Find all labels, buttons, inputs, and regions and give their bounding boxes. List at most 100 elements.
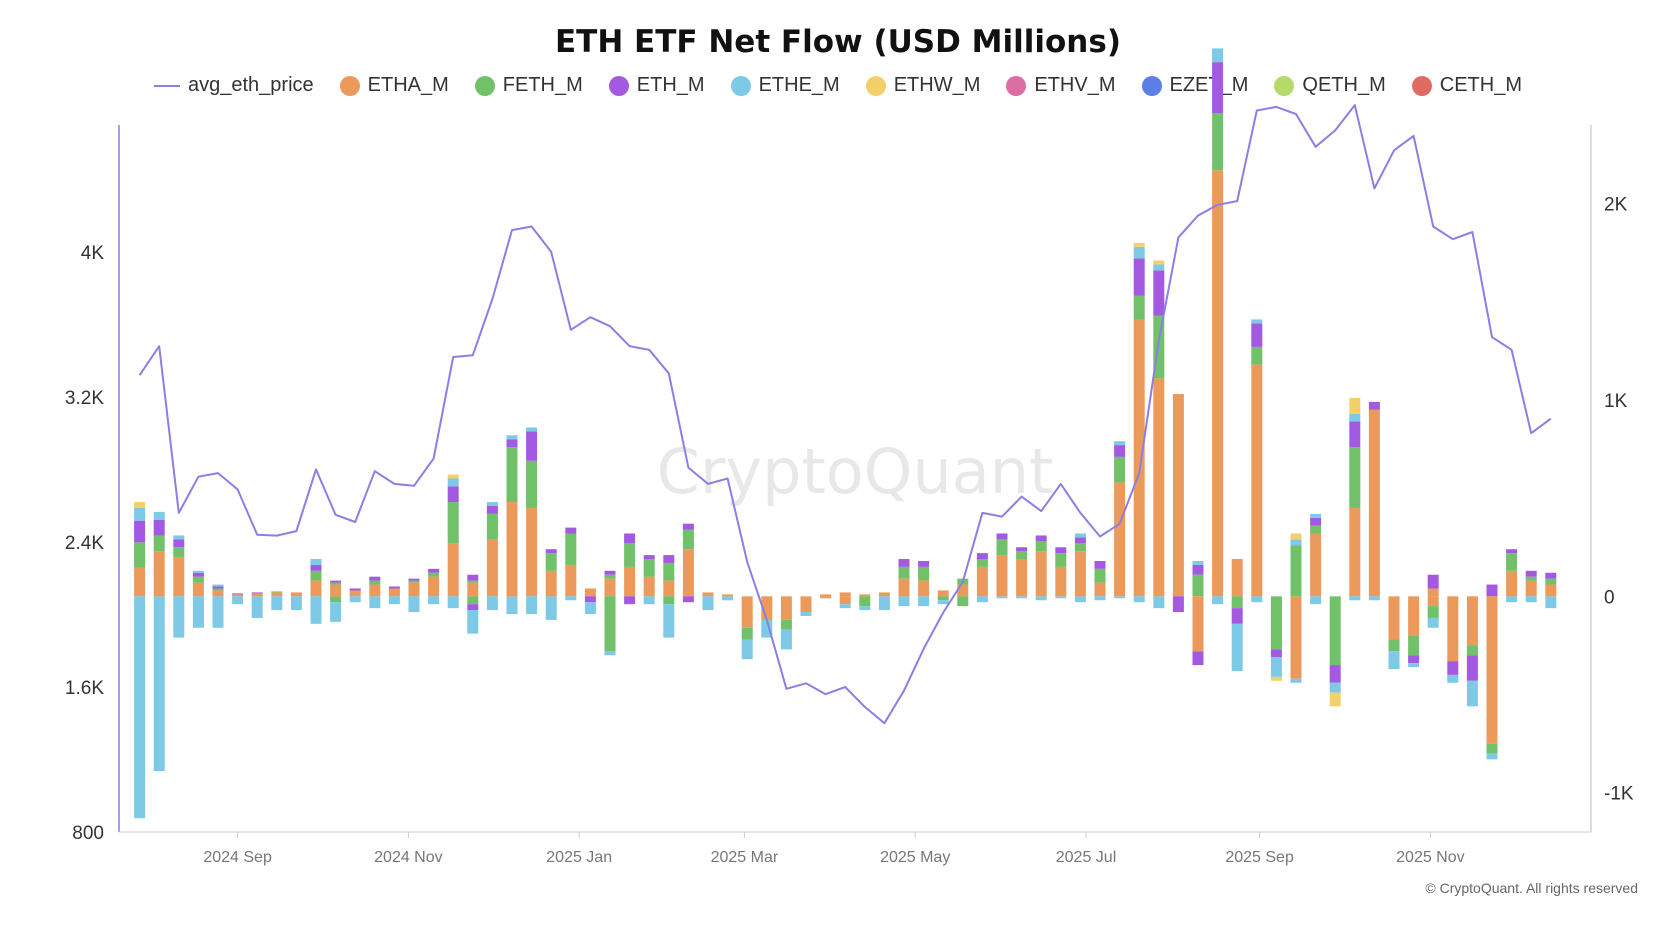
bar-segment-eth-m bbox=[428, 568, 440, 573]
bar-segment-ethw-m bbox=[1329, 692, 1341, 707]
bar-segment-eth-m bbox=[251, 592, 263, 594]
bar-segment-ethe-m bbox=[388, 596, 400, 605]
bar-stack bbox=[996, 533, 1008, 599]
bar-segment-eth-m bbox=[584, 596, 596, 603]
bar-stack bbox=[702, 592, 714, 611]
bar-segment-feth-m bbox=[447, 502, 459, 544]
bar-stack bbox=[369, 576, 381, 609]
bar-segment-ethe-m bbox=[212, 584, 224, 587]
bar-segment-ethe-m bbox=[878, 596, 890, 611]
left-tick-label: 3.2K bbox=[65, 388, 104, 409]
left-tick-label: 800 bbox=[72, 823, 104, 844]
bar-segment-ethe-m bbox=[1055, 596, 1067, 599]
bar-segment-ethe-m bbox=[506, 435, 518, 440]
legend-item-ethv[interactable]: ETHV_M bbox=[1006, 74, 1116, 97]
bar-segment-eth-m bbox=[1035, 535, 1047, 542]
bar-segment-etha-m bbox=[839, 592, 851, 597]
legend-item-ethw[interactable]: ETHW_M bbox=[865, 74, 980, 97]
bar-segment-feth-m bbox=[741, 627, 753, 640]
bar-segment-eth-m bbox=[1094, 560, 1106, 569]
bar-segment-etha-m bbox=[153, 551, 165, 597]
bar-segment-ethe-m bbox=[173, 596, 185, 638]
bar-segment-etha-m bbox=[1094, 582, 1106, 597]
bar-segment-feth-m bbox=[1055, 553, 1067, 567]
bar-segment-etha-m bbox=[761, 596, 773, 620]
legend-item-qeth[interactable]: QETH_M bbox=[1274, 74, 1386, 97]
bar-segment-eth-m bbox=[565, 527, 577, 534]
bar-stack bbox=[506, 435, 518, 615]
bar-segment-ethe-m bbox=[486, 596, 498, 611]
bar-segment-eth-m bbox=[232, 593, 244, 595]
bar-segment-ethe-m bbox=[1114, 596, 1126, 599]
bar-segment-eth-m bbox=[1192, 651, 1204, 666]
legend-item-avg-eth-price[interactable]: avg_eth_price bbox=[154, 74, 314, 97]
bar-segment-etha-m bbox=[663, 580, 675, 597]
legend[interactable]: avg_eth_price ETHA_M FETH_M ETH_M ETHE_M… bbox=[0, 74, 1676, 97]
bar-segment-etha-m bbox=[1055, 566, 1067, 597]
bar-segment-feth-m bbox=[467, 596, 479, 605]
bar-stack bbox=[780, 596, 792, 650]
bar-segment-etha-m bbox=[1545, 584, 1557, 597]
bar-segment-etha-m bbox=[134, 567, 146, 597]
bar-segment-ethe-m bbox=[153, 511, 165, 520]
bar-segment-ethe-m bbox=[212, 596, 224, 628]
bar-segment-etha-m bbox=[624, 566, 636, 597]
legend-dot bbox=[608, 75, 629, 96]
bar-segment-etha-m bbox=[290, 592, 302, 597]
bar-segment-ethe-m bbox=[859, 606, 871, 611]
bar-segment-ethe-m bbox=[1133, 246, 1145, 259]
bar-segment-eth-m bbox=[467, 604, 479, 611]
bar-segment-ethe-m bbox=[173, 535, 185, 540]
bar-segment-feth-m bbox=[408, 580, 420, 583]
bar-segment-eth-m bbox=[173, 539, 185, 548]
bar-segment-etha-m bbox=[957, 584, 969, 597]
legend-item-ethe[interactable]: ETHE_M bbox=[730, 74, 840, 97]
bar-segment-eth-m bbox=[1114, 445, 1126, 457]
bar-stack bbox=[349, 588, 361, 603]
legend-item-ceth[interactable]: CETH_M bbox=[1411, 74, 1522, 97]
bar-stack bbox=[1055, 547, 1067, 599]
bar-segment-etha-m bbox=[643, 576, 655, 597]
bar-segment-feth-m bbox=[467, 580, 479, 583]
bar-stack bbox=[1545, 572, 1557, 609]
bar-segment-eth-m bbox=[1310, 517, 1322, 526]
bar-stack bbox=[1231, 559, 1243, 671]
bar-segment-ethe-m bbox=[1368, 596, 1380, 601]
left-tick-label: 1.6K bbox=[65, 678, 104, 699]
x-tick-label: 2025 Jul bbox=[1056, 849, 1117, 866]
bar-segment-etha-m bbox=[1506, 570, 1518, 597]
bar-segment-etha-m bbox=[565, 564, 577, 597]
bar-segment-eth-m bbox=[153, 519, 165, 536]
legend-item-eth[interactable]: ETH_M bbox=[608, 74, 705, 97]
bar-segment-eth-m bbox=[682, 596, 694, 603]
bar-segment-eth-m bbox=[1133, 258, 1145, 296]
bar-segment-ethe-m bbox=[741, 639, 753, 660]
bar-segment-ethe-m bbox=[839, 604, 851, 609]
bar-segment-feth-m bbox=[1114, 456, 1126, 483]
bar-segment-etha-m bbox=[212, 590, 224, 597]
legend-item-etha[interactable]: ETHA_M bbox=[339, 74, 449, 97]
legend-item-feth[interactable]: FETH_M bbox=[474, 74, 583, 97]
bar-stack bbox=[1447, 596, 1459, 683]
legend-dot bbox=[339, 75, 360, 96]
bar-segment-ethe-m bbox=[290, 596, 302, 611]
bar-segment-eth-m bbox=[1192, 564, 1204, 575]
legend-item-ezet[interactable]: EZET_M bbox=[1141, 74, 1248, 97]
bar-segment-ethe-m bbox=[1466, 680, 1478, 707]
bar-stack bbox=[428, 568, 440, 605]
bar-segment-feth-m bbox=[957, 596, 969, 607]
bar-segment-feth-m bbox=[310, 570, 322, 581]
bar-segment-ethe-m bbox=[349, 596, 361, 603]
bar-segment-feth-m bbox=[565, 533, 577, 565]
bar-segment-ethe-m bbox=[1545, 596, 1557, 609]
bar-stack bbox=[624, 533, 636, 605]
bar-segment-eth-m bbox=[1270, 649, 1282, 658]
bar-segment-feth-m bbox=[604, 574, 616, 579]
bar-segment-eth-m bbox=[898, 559, 910, 567]
bar-segment-etha-m bbox=[1251, 364, 1263, 597]
bar-stack bbox=[898, 559, 910, 607]
bar-segment-eth-m bbox=[1447, 661, 1459, 675]
bar-segment-ethe-m bbox=[134, 507, 146, 521]
bar-segment-etha-m bbox=[545, 570, 557, 597]
bar-segment-ethe-m bbox=[526, 427, 538, 432]
